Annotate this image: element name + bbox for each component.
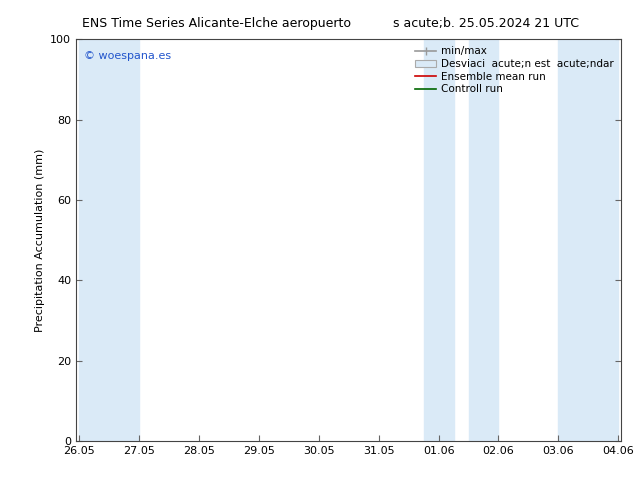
Legend: min/max, Desviaci  acute;n est  acute;ndar, Ensemble mean run, Controll run: min/max, Desviaci acute;n est acute;ndar… (413, 45, 616, 97)
Bar (469, 39, 498, 441)
Bar (424, 39, 453, 441)
Text: ENS Time Series Alicante-Elche aeropuerto: ENS Time Series Alicante-Elche aeropuert… (82, 17, 351, 30)
Bar (79, 39, 139, 441)
Bar (559, 39, 618, 441)
Text: © woespana.es: © woespana.es (84, 51, 171, 61)
Text: s acute;b. 25.05.2024 21 UTC: s acute;b. 25.05.2024 21 UTC (393, 17, 579, 30)
Y-axis label: Precipitation Accumulation (mm): Precipitation Accumulation (mm) (35, 148, 44, 332)
